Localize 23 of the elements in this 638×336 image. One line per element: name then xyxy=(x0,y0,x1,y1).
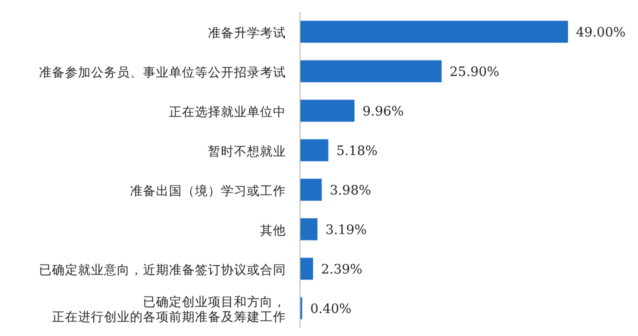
y-tick-label: 暂时不想就业 xyxy=(208,142,286,158)
bar xyxy=(300,139,328,162)
y-tick-label: 已确定就业意向，近期准备签订协议或合同 xyxy=(39,261,286,276)
data-label: 9.96% xyxy=(362,104,404,120)
data-label: 2.39% xyxy=(321,262,362,278)
data-label: 49.00% xyxy=(576,25,626,40)
bar xyxy=(300,20,568,43)
bar xyxy=(300,60,442,82)
bar xyxy=(300,218,318,240)
y-tick-label: 准备参加公务员、事业单位等公开招录考试 xyxy=(39,64,286,79)
data-label: 3.19% xyxy=(325,222,367,238)
bar xyxy=(300,100,354,122)
y-tick-label: 正在选择就业单位中 xyxy=(169,103,286,118)
y-tick-label: 已确定创业项目和方向，正在进行创业的各项前期准备及筹建工作 xyxy=(52,293,286,324)
bar xyxy=(300,258,314,280)
data-label: 25.90% xyxy=(450,64,500,80)
y-tick-label: 准备出国（境）学习或工作 xyxy=(130,182,286,198)
data-label: 0.40% xyxy=(310,302,352,317)
bar xyxy=(300,178,322,201)
y-tick-label: 准备升学考试 xyxy=(208,24,286,40)
y-tick-label: 其他 xyxy=(260,222,286,237)
data-label: 3.98% xyxy=(330,183,372,198)
data-label: 5.18% xyxy=(336,144,378,159)
